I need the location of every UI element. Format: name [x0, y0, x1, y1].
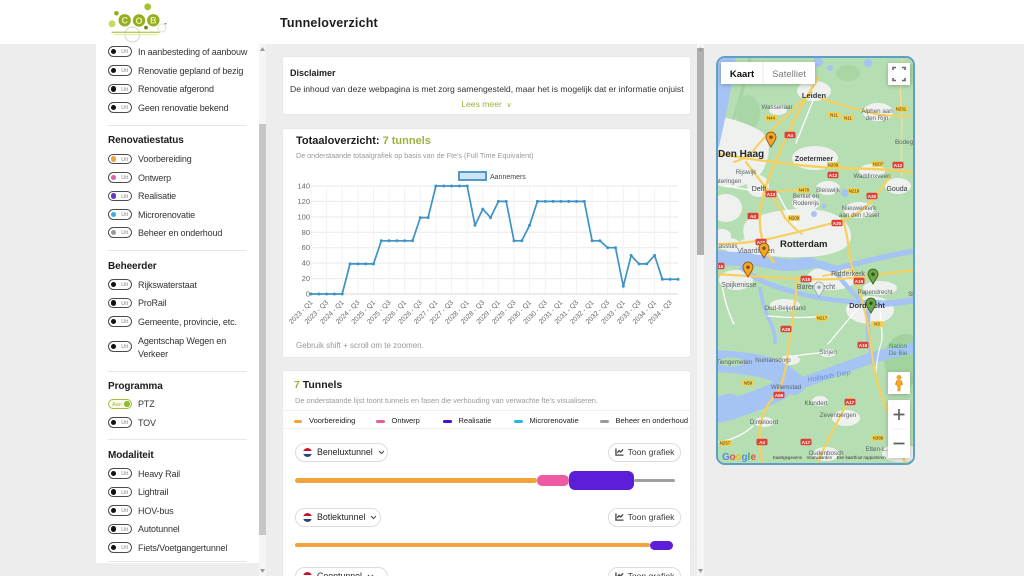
svg-text:C: C — [121, 16, 128, 26]
svg-text:Waddinxveen: Waddinxveen — [853, 173, 891, 180]
svg-text:Dinteloord: Dinteloord — [750, 419, 779, 426]
svg-text:Leiden: Leiden — [802, 91, 827, 100]
svg-text:N59: N59 — [744, 381, 753, 386]
svg-text:Oud-Beijerland: Oud-Beijerland — [764, 305, 806, 312]
svg-text:A15: A15 — [802, 277, 811, 282]
svg-text:Nieuwerkerk: Nieuwerkerk — [842, 205, 877, 212]
svg-text:N11: N11 — [844, 116, 852, 121]
svg-text:Berkel en: Berkel en — [793, 193, 820, 200]
svg-text:A17: A17 — [846, 400, 855, 405]
svg-text:N11: N11 — [830, 113, 838, 118]
svg-text:N231: N231 — [896, 107, 907, 112]
svg-text:Aannemers: Aannemers — [490, 174, 526, 181]
svg-text:60: 60 — [302, 243, 310, 252]
svg-text:A17: A17 — [802, 440, 811, 445]
svg-text:A13: A13 — [767, 192, 776, 197]
svg-text:Wateringen: Wateringen — [718, 178, 742, 185]
svg-text:Ridderkerk: Ridderkerk — [831, 271, 865, 278]
svg-text:N207: N207 — [873, 162, 884, 167]
svg-text:Rijswijk: Rijswijk — [736, 169, 758, 176]
svg-text:N209: N209 — [789, 216, 800, 221]
svg-text:Zevenbergen: Zevenbergen — [820, 412, 857, 419]
svg-text:A59: A59 — [775, 393, 784, 398]
svg-text:N470: N470 — [799, 188, 810, 193]
svg-text:Willemstad: Willemstad — [771, 384, 802, 391]
svg-text:Papendrecht: Papendrecht — [857, 289, 892, 296]
svg-text:Klundert: Klundert — [804, 400, 827, 407]
svg-text:B: B — [150, 16, 157, 26]
svg-text:Bleiswijk: Bleiswijk — [816, 187, 841, 194]
svg-text:Numansdorp: Numansdorp — [755, 357, 791, 364]
svg-text:Satelliet: Satelliet — [772, 69, 806, 80]
svg-text:N44: N44 — [767, 116, 776, 121]
svg-text:Den Haag: Den Haag — [718, 149, 764, 160]
svg-text:120: 120 — [297, 197, 310, 206]
svg-text:O: O — [135, 16, 142, 26]
svg-text:A16: A16 — [855, 279, 864, 284]
svg-text:A29: A29 — [782, 327, 791, 332]
svg-text:Zoetermeer: Zoetermeer — [795, 156, 833, 163]
svg-text:A12: A12 — [829, 173, 838, 178]
svg-text:Oudenbosch: Oudenbosch — [808, 450, 844, 457]
svg-text:N3: N3 — [874, 322, 880, 327]
svg-text:l: l — [748, 452, 751, 463]
svg-text:0: 0 — [306, 290, 310, 299]
svg-text:N217: N217 — [817, 316, 828, 321]
svg-text:N219: N219 — [849, 189, 860, 194]
svg-text:Kaartgegevens Voorwaarden: Kaartgegevens Voorwaarden Een kaartfout … — [773, 455, 886, 460]
svg-text:Strijen: Strijen — [819, 349, 837, 356]
svg-text:De Bie: De Bie — [889, 350, 908, 357]
svg-text:Tiengemeten: Tiengemeten — [718, 359, 752, 366]
svg-text:Maassluis: Maassluis — [718, 243, 738, 250]
svg-text:A12: A12 — [894, 163, 903, 168]
svg-text:Rodenrijs: Rodenrijs — [793, 200, 819, 207]
svg-text:A20: A20 — [833, 221, 842, 226]
svg-text:A20: A20 — [868, 194, 877, 199]
svg-text:A20: A20 — [757, 240, 766, 245]
svg-text:Vlaardingen: Vlaardingen — [737, 248, 774, 255]
svg-text:140: 140 — [297, 182, 310, 191]
svg-text:Wassenaar: Wassenaar — [761, 104, 792, 111]
svg-text:20: 20 — [302, 274, 310, 283]
svg-text:80: 80 — [302, 228, 310, 237]
svg-text:Sli: Sli — [908, 291, 913, 298]
svg-text:A4: A4 — [759, 440, 765, 445]
svg-text:Alphen aan: Alphen aan — [861, 108, 893, 115]
svg-text:g: g — [742, 452, 748, 463]
svg-text:N389: N389 — [873, 436, 884, 441]
svg-text:o: o — [730, 452, 736, 463]
svg-text:100: 100 — [297, 212, 310, 221]
svg-text:Rotterdam: Rotterdam — [780, 239, 828, 250]
svg-text:40: 40 — [302, 259, 310, 268]
svg-text:N257: N257 — [720, 441, 731, 446]
svg-text:N209: N209 — [828, 163, 839, 168]
svg-text:aan den IJssel: aan den IJssel — [839, 212, 879, 219]
svg-text:Kaart: Kaart — [730, 69, 755, 80]
svg-text:Bodegr: Bodegr — [895, 139, 913, 146]
svg-text:A16: A16 — [859, 343, 868, 348]
svg-text:Etten-L...: Etten-L... — [865, 446, 890, 453]
svg-text:A4: A4 — [750, 214, 756, 219]
svg-text:A4: A4 — [787, 133, 793, 138]
svg-text:o: o — [736, 452, 742, 463]
svg-text:Delft: Delft — [752, 186, 766, 193]
svg-text:Gouda: Gouda — [886, 186, 907, 193]
svg-text:G: G — [722, 452, 730, 463]
svg-text:Nation: Nation — [889, 343, 907, 350]
svg-text:Spijkenisse: Spijkenisse — [721, 282, 757, 289]
svg-text:e: e — [751, 452, 757, 463]
svg-text:A15: A15 — [718, 264, 724, 269]
svg-text:den Rijn: den Rijn — [866, 115, 889, 122]
